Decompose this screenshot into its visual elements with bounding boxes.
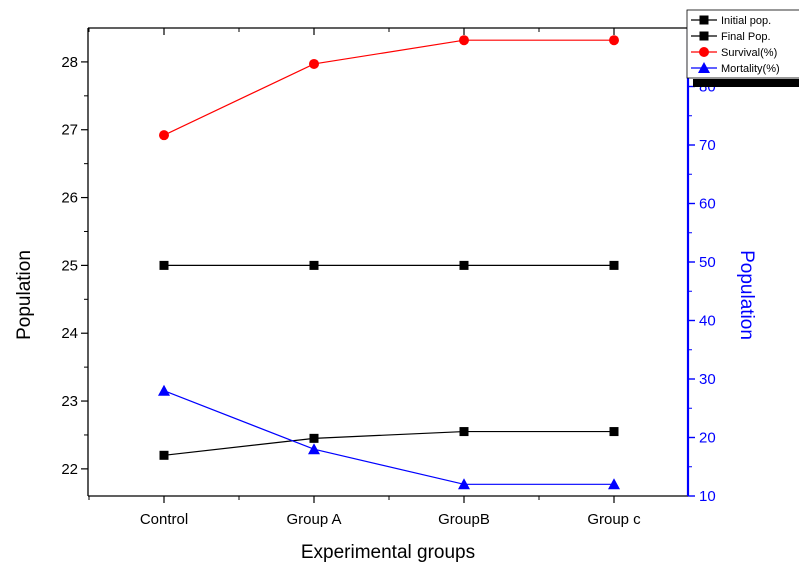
data-point — [308, 443, 320, 455]
data-point — [309, 58, 319, 69]
legend-label: Mortality(%) — [721, 63, 780, 75]
legend-marker — [699, 15, 709, 25]
series-0 — [159, 260, 619, 270]
series-layer — [158, 35, 620, 490]
data-point — [459, 260, 469, 270]
y-axis-title-left: Population — [14, 250, 35, 340]
data-point — [158, 384, 170, 396]
data-point — [159, 260, 169, 270]
data-point — [609, 427, 619, 437]
y-axis-title-right: Population — [736, 250, 757, 340]
data-point — [609, 35, 619, 46]
legend-label: Survival(%) — [721, 47, 777, 59]
series-line — [163, 390, 614, 485]
legend-marker — [699, 47, 709, 57]
y-tick-label-left: 24 — [61, 325, 78, 342]
series-1 — [159, 427, 619, 460]
y-tick-label-right: 60 — [699, 196, 716, 213]
y-tick-label-right: 40 — [699, 313, 716, 330]
y-tick-label-left: 27 — [61, 122, 78, 139]
y-tick-label-left: 25 — [61, 257, 78, 274]
y-tick-label-left: 28 — [61, 54, 78, 71]
legend-label: Initial pop. — [721, 15, 771, 27]
data-point — [459, 35, 469, 46]
x-axis: Control Group A GroupB Group c — [88, 28, 641, 528]
legend-underline-bar — [693, 79, 799, 87]
data-point — [459, 427, 469, 437]
legend-marker — [699, 31, 709, 41]
legend: Initial pop. Final Pop. Survival(%) Mortali… — [686, 9, 799, 87]
y-tick-label-right: 30 — [699, 371, 716, 388]
series-line — [163, 430, 614, 456]
y-tick-label-right: 70 — [699, 137, 716, 154]
y-tick-label-left: 23 — [61, 393, 78, 410]
data-point — [609, 260, 619, 270]
x-tick-label: Group A — [286, 511, 341, 528]
y-axis-right: 102030405060708090 — [688, 20, 716, 505]
data-point — [458, 478, 470, 490]
x-tick-label: Control — [140, 511, 188, 528]
legend-label: Final Pop. — [721, 31, 771, 43]
x-tick-label: GroupB — [438, 511, 490, 528]
data-point — [159, 130, 169, 141]
data-point — [608, 478, 620, 490]
data-point — [159, 450, 169, 460]
y-tick-label-right: 50 — [699, 254, 716, 271]
y-tick-label-right: 10 — [699, 488, 716, 505]
y-tick-label-left: 22 — [61, 461, 78, 478]
data-point — [309, 260, 319, 270]
y-tick-label-left: 26 — [61, 190, 78, 207]
legend-marker — [698, 62, 710, 73]
plot-frame — [87, 27, 690, 497]
series-3 — [158, 384, 620, 490]
y-tick-label-right: 20 — [699, 430, 716, 447]
data-point — [309, 433, 319, 443]
x-axis-title: Experimental groups — [301, 542, 475, 563]
x-tick-label: Group c — [587, 511, 641, 528]
series-2 — [159, 35, 619, 141]
series-line — [163, 39, 614, 136]
y-axis-left: 22 23 24 25 26 27 28 — [61, 54, 88, 478]
